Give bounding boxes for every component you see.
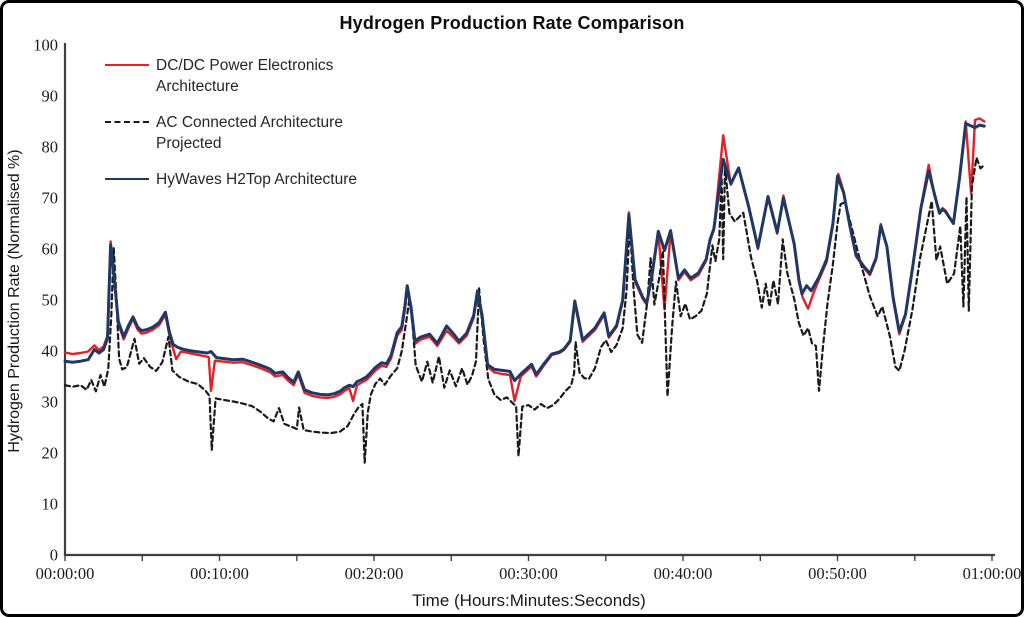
series-ac-connected-architecture-projected xyxy=(63,156,986,464)
x-tick-label: 00:00:00 xyxy=(36,564,95,583)
x-tick-label: 00:30:00 xyxy=(499,564,558,583)
legend-label: HyWaves H2Top Architecture xyxy=(156,171,358,188)
x-axis-title: Time (Hours:Minutes:Seconds) xyxy=(412,591,646,610)
legend-label: AC Connected Architecture Projected xyxy=(156,114,343,152)
x-tick-label: 00:50:00 xyxy=(808,564,867,583)
y-tick-label: 100 xyxy=(33,36,58,55)
legend-swatch-solid-navy-icon xyxy=(105,178,149,180)
x-tick-label: 01:00:00 xyxy=(963,564,1022,583)
legend-label: DC/DC Power Electronics Architecture xyxy=(156,57,334,95)
legend: DC/DC Power Electronics Architecture AC … xyxy=(105,55,357,190)
y-tick-label: 30 xyxy=(42,393,59,412)
y-tick-label: 40 xyxy=(42,342,59,361)
y-tick-label: 90 xyxy=(42,87,59,106)
y-tick-label: 0 xyxy=(50,546,58,565)
plot-area: 00:00:00 00:10:00 00:20:00 00:30:00 00:40:00… xyxy=(33,36,1022,584)
x-tick-label: 00:10:00 xyxy=(190,564,249,583)
y-tick-label: 80 xyxy=(42,138,59,157)
x-tick-label: 00:20:00 xyxy=(345,564,404,583)
legend-swatch-dashed-black-icon xyxy=(105,121,149,123)
legend-item-ac-connected: AC Connected Architecture Projected xyxy=(105,112,357,154)
series-hywaves-h2top-architecture xyxy=(63,122,986,397)
y-tick-label: 20 xyxy=(42,444,59,463)
y-tick-label: 70 xyxy=(42,189,59,208)
legend-swatch-solid-red-icon xyxy=(105,64,149,66)
x-tick-label: 00:40:00 xyxy=(654,564,713,583)
y-tick-label: 10 xyxy=(42,495,59,514)
y-tick-label: 50 xyxy=(42,291,59,310)
legend-item-dcdc: DC/DC Power Electronics Architecture xyxy=(105,55,357,97)
chart-title: Hydrogen Production Rate Comparison xyxy=(339,13,685,33)
legend-item-hywaves: HyWaves H2Top Architecture xyxy=(105,169,357,190)
y-tick-label: 60 xyxy=(42,240,59,259)
